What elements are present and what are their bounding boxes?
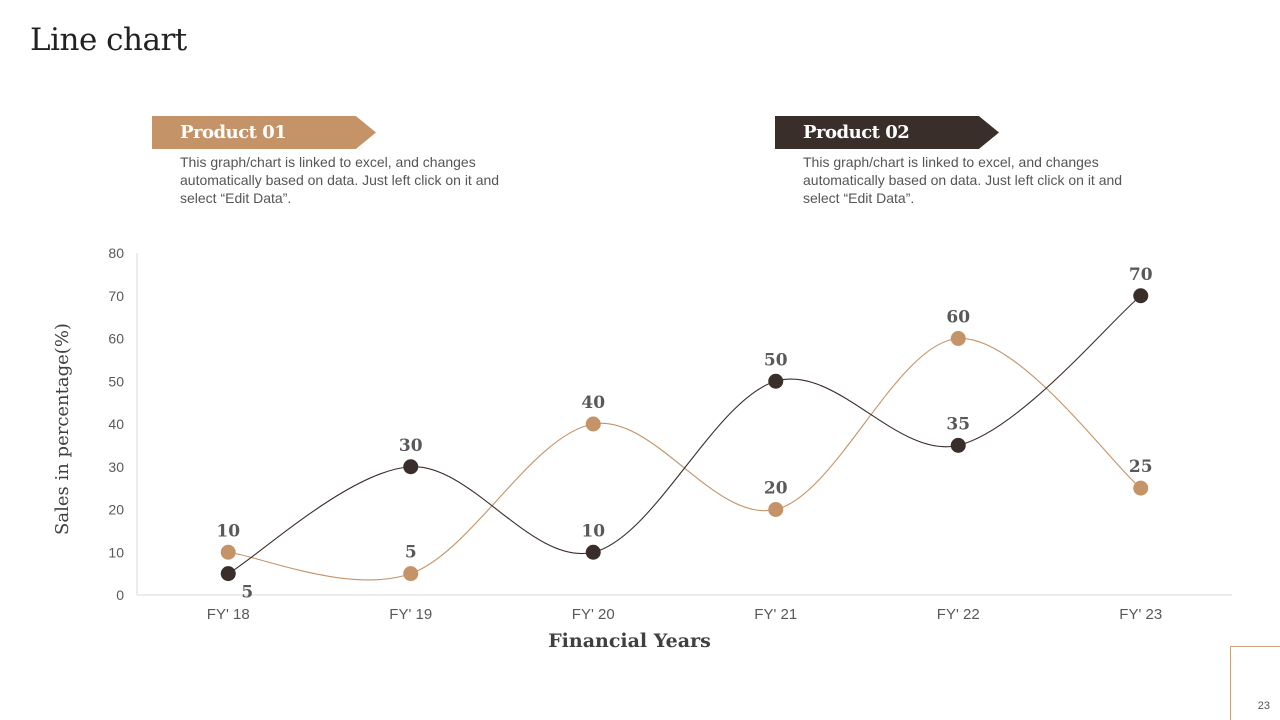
y-tick-label: 70 xyxy=(108,288,124,304)
data-point-2 xyxy=(1133,288,1149,304)
chart-axes: 0 10 20 30 40 50 60 70 80 FY' 18 FY' 19 FY' 20 FY' 2… xyxy=(52,245,1232,652)
data-point-1 xyxy=(950,331,966,346)
data-point-1 xyxy=(768,502,784,517)
y-tick-label: 10 xyxy=(108,544,124,560)
y-tick-label: 20 xyxy=(108,502,124,518)
corner-decoration xyxy=(1230,646,1280,647)
series-lines xyxy=(227,295,1142,581)
x-tick-label: FY' 19 xyxy=(389,606,432,623)
data-point-2 xyxy=(585,544,601,560)
data-point-2 xyxy=(220,566,236,582)
x-tick-label: FY' 18 xyxy=(207,606,250,623)
x-axis-title: Financial Years xyxy=(548,630,711,652)
product-02-banner: Product 02 xyxy=(775,116,999,149)
data-label: 20 xyxy=(764,479,788,499)
data-labels: 10 5 40 20 60 25 5 30 10 50 35 70 xyxy=(216,265,1152,603)
series-points xyxy=(220,288,1149,582)
data-label: 5 xyxy=(241,583,253,603)
data-point-1 xyxy=(403,566,419,582)
data-point-1 xyxy=(585,416,601,432)
y-axis-title: Sales in percentage(%) xyxy=(52,323,73,535)
data-label: 40 xyxy=(581,393,605,413)
y-tick-label: 80 xyxy=(108,245,124,261)
slide-number: 23 xyxy=(1257,700,1270,712)
data-label: 60 xyxy=(946,308,970,328)
data-point-1 xyxy=(220,544,236,560)
x-tick-label: FY' 22 xyxy=(937,606,980,623)
data-point-2 xyxy=(950,437,966,453)
data-label: 25 xyxy=(1129,457,1153,477)
y-tick-label: 50 xyxy=(108,373,124,389)
series-line-1 xyxy=(228,337,1142,581)
data-label: 50 xyxy=(764,350,788,370)
y-tick-label: 60 xyxy=(108,331,124,347)
data-point-2 xyxy=(768,373,784,389)
data-label: 30 xyxy=(399,436,423,456)
series-line-2 xyxy=(227,295,1142,575)
product-02-description: This graph/chart is linked to excel, and… xyxy=(803,154,1123,206)
data-label: 10 xyxy=(581,521,605,541)
data-label: 5 xyxy=(405,543,417,563)
data-label: 10 xyxy=(216,521,240,541)
y-tick-label: 0 xyxy=(116,587,124,603)
y-tick-label: 30 xyxy=(108,459,124,475)
x-tick-label: FY' 21 xyxy=(754,606,797,623)
data-label: 70 xyxy=(1129,265,1153,285)
corner-decoration xyxy=(1230,646,1231,720)
data-label: 35 xyxy=(946,414,970,434)
y-tick-label: 40 xyxy=(108,416,124,432)
data-point-2 xyxy=(403,459,419,475)
product-01-description: This graph/chart is linked to excel, and… xyxy=(180,154,500,206)
product-01-banner: Product 01 xyxy=(152,116,376,149)
data-point-1 xyxy=(1133,480,1149,496)
x-tick-label: FY' 20 xyxy=(572,606,615,623)
page-title: Line chart xyxy=(30,22,187,58)
x-tick-label: FY' 23 xyxy=(1119,606,1162,623)
